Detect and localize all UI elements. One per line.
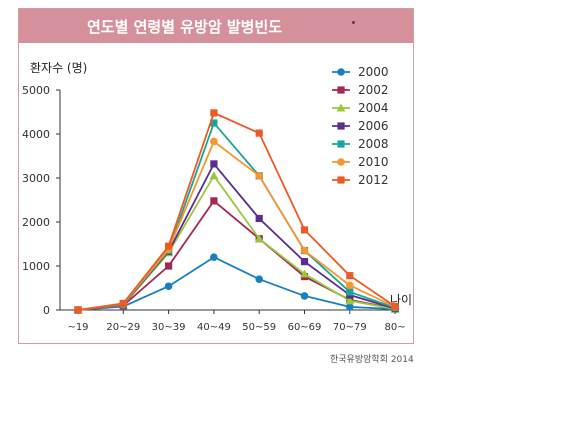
data-point-2012 [74,306,82,314]
data-point-2000 [346,303,354,311]
data-point-2008 [210,119,218,127]
source-credit: 한국유방암학회 2014 [330,355,414,365]
x-tick-label: 40~49 [197,322,231,333]
legend-marker-2006 [337,122,345,130]
legend-label-2000: 2000 [358,65,389,79]
legend-label-2012: 2012 [358,173,389,187]
y-tick-label: 0 [43,304,50,317]
legend-marker-2012 [337,176,345,184]
legend-label-2004: 2004 [358,101,389,115]
title-dot [352,21,355,24]
series-line-2012 [77,111,396,311]
data-point-2006 [210,160,218,168]
data-point-2012 [165,242,173,250]
data-point-2010 [346,281,354,290]
y-tick-label: 5000 [22,84,50,97]
series-line-2000 [77,256,396,311]
data-point-2012 [255,129,263,137]
chart-panel: 연도별 연령별 유방암 발병빈도 [18,8,414,344]
x-tick-label: 60~69 [288,322,322,333]
data-point-2010 [255,172,263,180]
data-point-2008 [346,288,354,296]
data-point-2012 [300,226,309,234]
x-tick-label: ~19 [67,322,88,333]
data-point-2002 [210,197,218,205]
data-point-2006 [300,258,309,266]
data-point-2004 [300,269,309,278]
x-tick-label: 30~39 [152,322,186,333]
data-point-2000 [210,253,218,261]
data-point-2012 [119,299,127,307]
series-line-2008 [77,122,396,311]
data-point-2006 [255,214,263,223]
legend-label-2008: 2008 [358,137,389,151]
legend-marker-2000 [337,68,345,76]
data-point-2002 [165,262,173,270]
x-tick-label: 20~29 [106,322,140,333]
x-tick-label: 50~59 [242,322,276,333]
data-point-2000 [300,292,309,300]
y-axis-label: 환자수 (명) [30,61,87,75]
y-tick-label: 1000 [22,260,50,273]
data-point-2012 [346,272,354,280]
legend-label-2006: 2006 [358,119,389,133]
data-point-2004 [254,234,264,243]
data-point-2012 [210,109,218,117]
data-point-2012 [391,302,399,311]
legend-label-2002: 2002 [358,83,389,97]
legend-marker-2008 [337,140,345,148]
legend-marker-2010 [337,158,345,166]
data-point-2010 [300,246,309,255]
data-point-2004 [345,296,355,305]
y-tick-label: 2000 [22,216,50,229]
x-tick-label: 80~ [385,322,406,333]
legend-marker-2004 [336,103,346,112]
chart-title: 연도별 연령별 유방암 발병빈도 [87,18,283,36]
y-tick-label: 4000 [22,128,50,141]
legend-marker-2002 [337,86,345,94]
title-bar: 연도별 연령별 유방암 발병빈도 [19,9,413,43]
data-point-2010 [210,137,218,146]
y-tick-label: 3000 [22,172,50,185]
legend-label-2010: 2010 [358,155,389,169]
data-point-2004 [209,171,219,180]
x-tick-label: 70~79 [333,322,367,333]
data-point-2000 [164,282,173,291]
data-point-2000 [255,275,263,284]
